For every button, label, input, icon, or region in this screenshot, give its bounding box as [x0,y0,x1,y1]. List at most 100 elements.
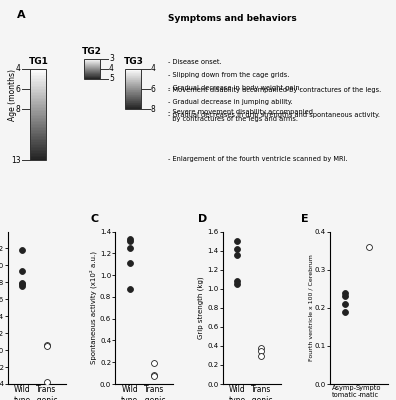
Bar [30,136,46,138]
Bar [30,118,46,119]
Point [44,343,50,349]
Point [341,289,348,296]
Bar [30,108,46,110]
Point [127,245,133,251]
Bar [30,119,46,121]
Bar [30,122,46,124]
Bar [30,104,46,105]
Text: - Gradual decrease in jumping ability.: - Gradual decrease in jumping ability. [168,98,292,104]
Bar [30,131,46,133]
Point [19,247,26,253]
Bar [30,88,46,90]
Bar [126,92,141,93]
Point [366,244,372,250]
Bar [126,91,141,92]
Text: A: A [17,10,26,20]
Bar [126,81,141,82]
Text: 3: 3 [109,54,114,63]
Bar [30,112,46,113]
Bar [30,110,46,112]
Bar [126,74,141,75]
Bar [126,99,141,100]
Text: 4: 4 [151,64,156,73]
Bar [126,80,141,81]
Bar [30,133,46,134]
Bar [126,93,141,94]
Point [151,372,157,378]
Bar [30,90,46,92]
Bar [126,70,141,71]
Point [234,278,240,284]
Text: - Enlargement of the fourth ventricle scanned by MRI.: - Enlargement of the fourth ventricle sc… [168,156,347,162]
Bar [30,96,46,98]
Text: E: E [301,214,308,224]
Bar [30,139,46,140]
Bar [30,127,46,128]
Text: - Gradual decreases in grip strengths and spontaneous activity.: - Gradual decreases in grip strengths an… [168,112,380,118]
Point [234,246,240,252]
Point [44,379,50,386]
Text: D: D [198,214,208,224]
Bar [30,159,46,160]
Text: TG3: TG3 [124,57,143,66]
Bar [30,80,46,81]
Point [151,360,157,366]
Point [127,236,133,242]
Text: - Gradual decrease in body weight gain.: - Gradual decrease in body weight gain. [168,85,301,91]
Bar [30,75,46,76]
Y-axis label: Fourth ventricle x 100 / Cerebrum: Fourth ventricle x 100 / Cerebrum [308,254,313,361]
Bar [126,95,141,96]
Point [341,308,348,315]
Point [258,348,265,354]
Point [127,260,133,266]
Bar [30,130,46,131]
Bar [30,105,46,107]
Point [234,252,240,258]
Text: - Severe movement disability accompanied
  by contractures of the legs and arms.: - Severe movement disability accompanied… [168,110,312,122]
Text: 13: 13 [11,156,21,165]
Point [19,282,26,289]
Bar [30,157,46,159]
Point [341,293,348,300]
Bar [30,153,46,154]
Bar [30,121,46,122]
Bar [30,150,46,151]
Bar [30,82,46,84]
Y-axis label: Grip strength (kg): Grip strength (kg) [198,276,204,339]
Text: - Disease onset.: - Disease onset. [168,59,221,65]
Bar [30,93,46,95]
Bar [126,86,141,87]
Y-axis label: Spontaneous activity (x10² a.u.): Spontaneous activity (x10² a.u.) [89,251,97,364]
Bar [30,146,46,148]
Text: - Movement disability accompanied by contractures of the legs.: - Movement disability accompanied by con… [168,88,381,94]
Bar [30,92,46,93]
Bar [126,89,141,90]
Bar [126,100,141,101]
Point [258,353,265,360]
Bar [126,69,141,70]
Text: TG1: TG1 [29,57,48,66]
Bar [30,125,46,127]
Bar [30,144,46,145]
Bar [126,107,141,108]
Text: 8: 8 [151,105,156,114]
Bar [126,72,141,73]
Point [19,268,26,274]
Point [127,238,133,244]
Text: 4: 4 [15,64,21,73]
Bar [126,96,141,97]
Point [234,281,240,287]
Bar [30,98,46,99]
Bar [30,128,46,130]
Bar [30,99,46,101]
Bar [126,94,141,95]
Point [151,373,157,380]
Bar [30,72,46,73]
Bar [126,77,141,78]
Bar [126,103,141,104]
Bar [126,75,141,76]
Bar [30,78,46,80]
Text: 5: 5 [109,74,114,84]
Text: 6: 6 [151,84,156,94]
Bar [30,107,46,108]
